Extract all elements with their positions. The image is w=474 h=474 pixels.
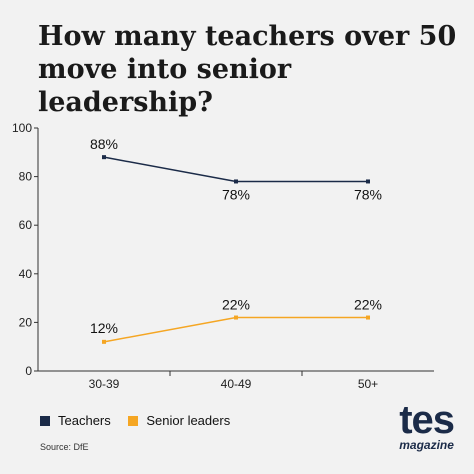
data-label-teachers: 78% xyxy=(222,186,250,202)
data-point-teachers xyxy=(234,179,238,184)
y-tick-label: 80 xyxy=(19,170,33,184)
data-label-senior-leaders: 22% xyxy=(222,297,250,313)
data-label-senior-leaders: 12% xyxy=(90,320,118,336)
legend-label-senior-leaders: Senior leaders xyxy=(146,413,231,428)
title-line-2: move into senior leadership? xyxy=(38,54,292,118)
y-tick-label: 40 xyxy=(19,267,33,281)
x-tick-label: 50+ xyxy=(358,377,378,391)
title-line-1: How many teachers over 50 xyxy=(38,21,457,52)
legend-label-teachers: Teachers xyxy=(58,413,111,428)
legend-item-senior-leaders: Senior leaders xyxy=(128,413,230,428)
x-tick-label: 40-49 xyxy=(221,377,252,391)
legend-swatch-teachers xyxy=(40,415,50,426)
data-point-teachers xyxy=(102,155,106,160)
data-point-senior-leaders xyxy=(102,339,106,344)
tes-magazine-logo: tes magazine xyxy=(399,398,455,452)
data-label-teachers: 78% xyxy=(354,186,382,202)
x-tick-label: 30-39 xyxy=(89,377,120,391)
y-tick-label: 60 xyxy=(19,218,33,232)
data-point-senior-leaders xyxy=(366,315,370,320)
data-point-senior-leaders xyxy=(234,315,238,320)
chart-title: How many teachers over 50 move into seni… xyxy=(38,20,458,119)
legend-item-teachers: Teachers xyxy=(40,413,111,428)
y-tick-label: 100 xyxy=(12,121,32,135)
data-label-teachers: 88% xyxy=(90,136,118,152)
logo-subtitle: magazine xyxy=(399,438,454,452)
data-label-senior-leaders: 22% xyxy=(354,297,382,313)
legend-swatch-senior-leaders xyxy=(128,415,139,426)
series-line-senior-leaders xyxy=(103,316,368,343)
legend: Teachers Senior leaders xyxy=(40,413,244,429)
logo-wordmark: tes xyxy=(399,398,455,442)
series-line-teachers xyxy=(103,156,368,183)
source-note: Source: DfE xyxy=(40,442,89,452)
data-point-teachers xyxy=(366,179,370,184)
y-tick-label: 20 xyxy=(19,315,33,329)
y-tick-label: 0 xyxy=(25,364,32,378)
